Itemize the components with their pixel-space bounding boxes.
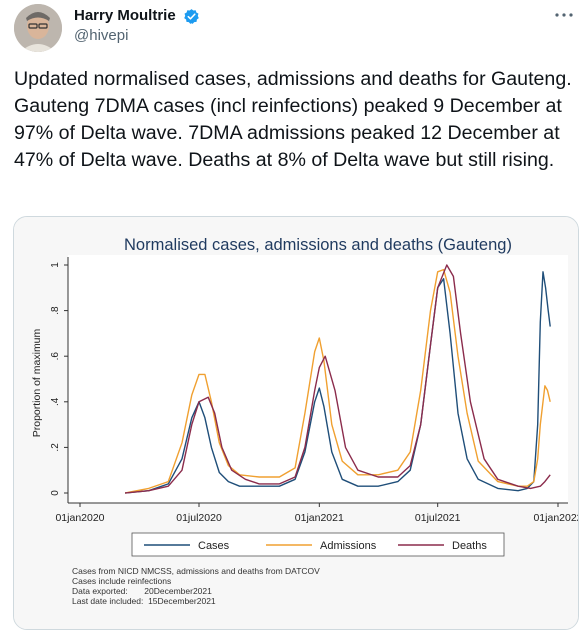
chart-notes: Cases from NICD NMCSS, admissions and de…	[72, 566, 320, 606]
legend-box	[131, 532, 505, 557]
more-options-icon[interactable]	[554, 8, 574, 22]
series-line-deaths	[125, 264, 551, 494]
tweet-media[interactable]: Normalised cases, admissions and deaths …	[13, 216, 579, 630]
chart: Normalised cases, admissions and deaths …	[14, 217, 578, 629]
x-tick-label: 01jul2021	[415, 512, 461, 524]
avatar-portrait-icon	[14, 4, 62, 52]
y-tick-label: 1	[50, 262, 61, 268]
y-tick-label: .2	[50, 443, 61, 452]
avatar[interactable]	[14, 4, 62, 52]
y-tick-label: 0	[50, 490, 61, 496]
verified-badge-icon	[184, 8, 199, 24]
series-line-admissions	[124, 268, 551, 494]
chart-note: Cases from NICD NMCSS, admissions and de…	[72, 566, 320, 576]
y-tick-label: .4	[50, 397, 61, 406]
x-tick-label: 01jul2020	[176, 512, 222, 524]
y-axis-label: Proportion of maximum	[31, 328, 43, 437]
chart-series	[124, 264, 551, 494]
chart-note: Last date included: 15December2021	[72, 596, 216, 606]
tweet-header: Harry Moultrie @hivepi	[14, 4, 576, 54]
y-tick-label: .6	[50, 352, 61, 361]
chart-legend: Cases Admissions Deaths	[131, 532, 505, 557]
chart-note: Data exported: 20December2021	[72, 586, 212, 596]
y-tick-label: .8	[50, 306, 61, 315]
chart-note: Cases include reinfections	[72, 576, 171, 586]
legend-label: Deaths	[452, 540, 487, 552]
legend-label: Cases	[198, 540, 230, 552]
tweet-text: Updated normalised cases, admissions and…	[14, 68, 572, 171]
x-tick-label: 01jan2021	[295, 512, 344, 524]
legend-label: Admissions	[320, 540, 377, 552]
chart-title: Normalised cases, admissions and deaths …	[124, 236, 512, 254]
author-name[interactable]: Harry Moultrie	[74, 7, 176, 24]
author-handle[interactable]: @hivepi	[74, 27, 129, 44]
series-line-cases	[125, 271, 551, 494]
x-tick-label: 01jan2022	[533, 512, 578, 524]
chart-axes: 0 .2 .4 .6 .8 1 01jan2020 01jul2020 01jan2021 01j…	[50, 257, 578, 524]
x-tick-label: 01jan2020	[55, 512, 104, 524]
